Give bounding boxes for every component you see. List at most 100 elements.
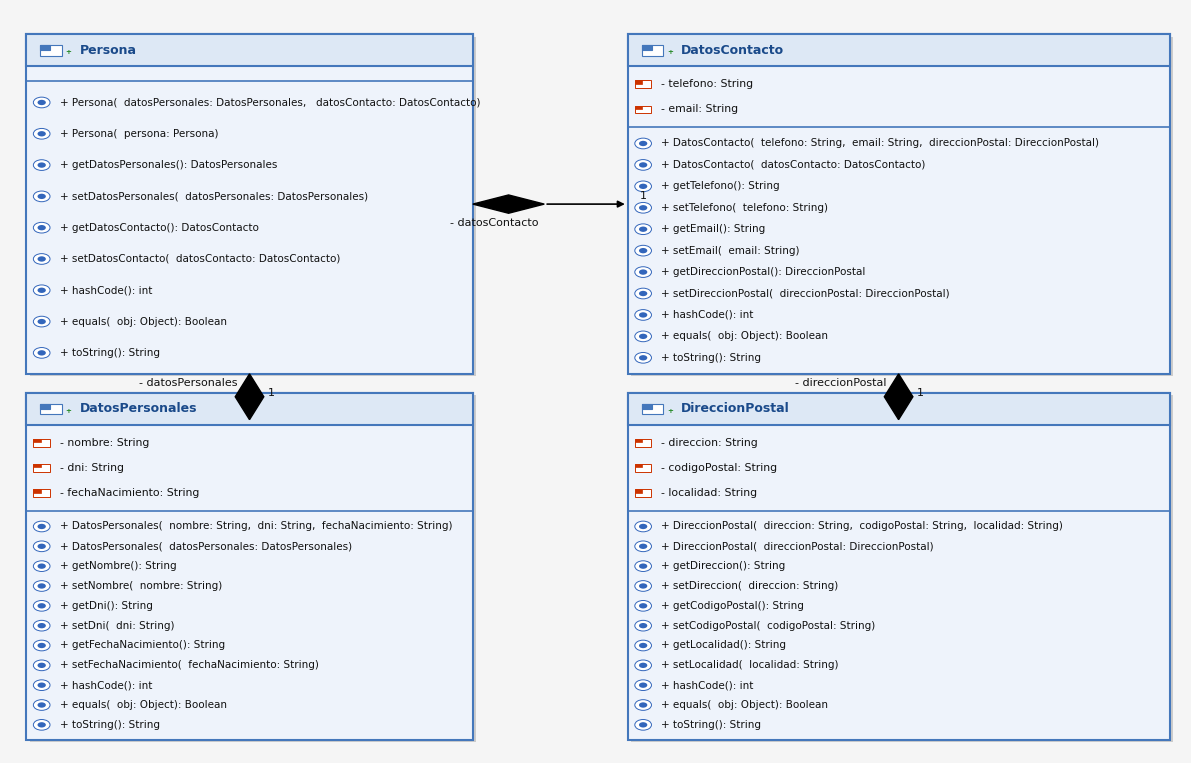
Circle shape (37, 350, 45, 356)
Text: + Persona(  persona: Persona): + Persona( persona: Persona) (60, 129, 218, 139)
Circle shape (638, 163, 648, 168)
Text: DatosPersonales: DatosPersonales (80, 402, 198, 416)
Text: - fechaNacimiento: String: - fechaNacimiento: String (60, 488, 199, 498)
Circle shape (638, 543, 648, 549)
Text: + getDatosContacto(): DatosContacto: + getDatosContacto(): DatosContacto (60, 223, 258, 233)
Circle shape (638, 312, 648, 317)
Bar (635, 490, 651, 497)
Text: - dni: String: - dni: String (60, 463, 124, 473)
Text: + Persona(  datosPersonales: DatosPersonales,   datosContacto: DatosContacto): + Persona( datosPersonales: DatosPersona… (60, 98, 480, 108)
Text: + DireccionPostal(  direccion: String,  codigoPostal: String,  localidad: String: + DireccionPostal( direccion: String, co… (661, 521, 1062, 532)
Text: + getEmail(): String: + getEmail(): String (661, 224, 766, 234)
Text: + setTelefono(  telefono: String): + setTelefono( telefono: String) (661, 203, 828, 213)
Circle shape (37, 256, 45, 262)
Bar (30, 37, 476, 376)
Text: + setDatosPersonales(  datosPersonales: DatosPersonales): + setDatosPersonales( datosPersonales: D… (60, 192, 368, 201)
Circle shape (638, 683, 648, 688)
Circle shape (638, 333, 648, 339)
Text: DatosContacto: DatosContacto (681, 43, 785, 57)
Bar (26, 34, 473, 66)
Circle shape (638, 662, 648, 668)
Text: + setFechaNacimiento(  fechaNacimiento: String): + setFechaNacimiento( fechaNacimiento: S… (60, 660, 318, 671)
Circle shape (635, 600, 651, 611)
Text: + setCodigoPostal(  codigoPostal: String): + setCodigoPostal( codigoPostal: String) (661, 620, 875, 631)
Circle shape (638, 141, 648, 146)
Text: + setLocalidad(  localidad: String): + setLocalidad( localidad: String) (661, 660, 838, 671)
Bar (642, 404, 651, 409)
Circle shape (33, 191, 50, 201)
Circle shape (37, 288, 45, 293)
Text: + hashCode(): int: + hashCode(): int (661, 680, 754, 691)
Circle shape (635, 521, 651, 532)
Circle shape (638, 248, 648, 253)
Text: +: + (667, 407, 673, 414)
Text: 1: 1 (267, 388, 274, 398)
Text: + getTelefono(): String: + getTelefono(): String (661, 182, 780, 192)
Circle shape (37, 225, 45, 230)
Text: + setDireccionPostal(  direccionPostal: DireccionPostal): + setDireccionPostal( direccionPostal: D… (661, 288, 949, 298)
Text: + toString(): String: + toString(): String (60, 348, 160, 358)
Text: + setDni(  dni: String): + setDni( dni: String) (60, 620, 174, 631)
Text: + hashCode(): int: + hashCode(): int (60, 680, 152, 691)
Text: + equals(  obj: Object): Boolean: + equals( obj: Object): Boolean (661, 700, 828, 710)
Text: + DatosPersonales(  nombre: String,  dni: String,  fechaNacimiento: String): + DatosPersonales( nombre: String, dni: … (60, 521, 453, 532)
Text: DireccionPostal: DireccionPostal (681, 402, 790, 416)
Bar (635, 490, 642, 493)
Circle shape (33, 640, 50, 651)
Circle shape (638, 355, 648, 360)
Text: - email: String: - email: String (661, 105, 738, 114)
Circle shape (33, 521, 50, 532)
Circle shape (635, 581, 651, 591)
Bar (628, 34, 1170, 374)
Circle shape (635, 561, 651, 571)
Circle shape (37, 623, 45, 629)
Bar (26, 393, 473, 740)
Text: + equals(  obj: Object): Boolean: + equals( obj: Object): Boolean (60, 700, 226, 710)
Circle shape (635, 245, 651, 256)
Bar (30, 395, 476, 742)
Circle shape (635, 159, 651, 170)
Circle shape (33, 97, 50, 108)
Circle shape (33, 347, 50, 358)
Circle shape (638, 227, 648, 232)
Text: + setEmail(  email: String): + setEmail( email: String) (661, 246, 799, 256)
Bar (33, 439, 40, 443)
Text: + setDireccion(  direccion: String): + setDireccion( direccion: String) (661, 581, 838, 591)
Circle shape (635, 138, 651, 149)
Text: + getLocalidad(): String: + getLocalidad(): String (661, 640, 786, 651)
Circle shape (635, 267, 651, 278)
Circle shape (638, 702, 648, 708)
Polygon shape (235, 374, 264, 420)
Bar (635, 464, 651, 472)
Circle shape (638, 523, 648, 530)
Text: - codigoPostal: String: - codigoPostal: String (661, 463, 778, 473)
Text: + equals(  obj: Object): Boolean: + equals( obj: Object): Boolean (661, 331, 828, 341)
Text: + DireccionPostal(  direccionPostal: DireccionPostal): + DireccionPostal( direccionPostal: Dire… (661, 541, 934, 552)
Text: 1: 1 (640, 192, 647, 201)
Circle shape (638, 722, 648, 728)
Circle shape (635, 224, 651, 234)
Bar (631, 37, 1173, 376)
Circle shape (37, 523, 45, 530)
Circle shape (33, 541, 50, 552)
Text: + setDatosContacto(  datosContacto: DatosContacto): + setDatosContacto( datosContacto: Datos… (60, 254, 339, 264)
Bar (635, 80, 651, 88)
Circle shape (638, 184, 648, 189)
Circle shape (635, 640, 651, 651)
Circle shape (635, 660, 651, 671)
Circle shape (37, 563, 45, 569)
Bar (642, 404, 663, 414)
Circle shape (37, 642, 45, 649)
Circle shape (37, 603, 45, 609)
Circle shape (33, 222, 50, 233)
Bar (33, 464, 40, 467)
Text: + getDni(): String: + getDni(): String (60, 600, 152, 611)
Text: + getDireccionPostal(): DireccionPostal: + getDireccionPostal(): DireccionPostal (661, 267, 866, 277)
Circle shape (638, 205, 648, 211)
Circle shape (37, 163, 45, 168)
Circle shape (33, 561, 50, 571)
Circle shape (635, 680, 651, 691)
Bar (33, 490, 40, 493)
Circle shape (33, 285, 50, 295)
Bar (40, 45, 50, 50)
